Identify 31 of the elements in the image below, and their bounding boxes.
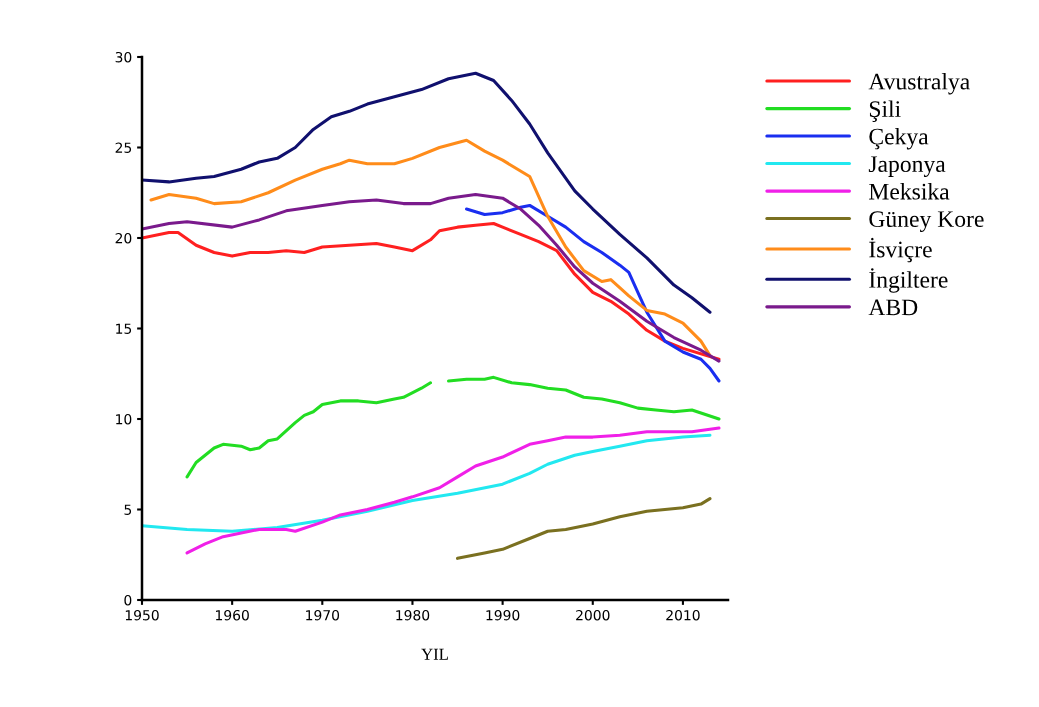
y-tick-label: 10 [116,413,132,425]
legend-label: ABD [868,299,918,316]
x-tick-label: 2010 [666,609,700,621]
legend-label: Şili [869,100,901,122]
x-tick-label: 1960 [216,609,249,621]
line-series [456,497,712,560]
x-tick-label: 1990 [486,609,520,621]
line-series [142,193,721,363]
y-tick-label: 5 [124,504,132,515]
line-series [142,71,712,314]
y-tick-label: 30 [115,51,132,63]
x-tick-label: 2000 [576,609,610,621]
y-tick-label: 20 [115,232,132,244]
y-tick-label: 0 [124,594,132,606]
legend-label: Japonya [868,156,946,177]
legend-label: Çekya [869,127,929,150]
line-series [142,433,712,533]
y-tick-label: 25 [115,142,132,153]
x-axis-title: YIL [421,648,448,660]
legend-label: Güney Kore [869,211,984,232]
legend-label: Meksika [869,183,950,200]
legend-label: İngiltere [869,268,948,293]
x-tick-label: 1950 [125,609,159,621]
x-tick-label: 1980 [396,609,430,621]
line-series [185,426,721,555]
line-series [465,203,721,383]
y-tick-label: 15 [116,323,132,334]
line-series [142,221,721,361]
legend-label: Avustralya [868,72,970,95]
legend-label: İsviçre [869,237,932,263]
x-tick-label: 1970 [306,609,340,621]
